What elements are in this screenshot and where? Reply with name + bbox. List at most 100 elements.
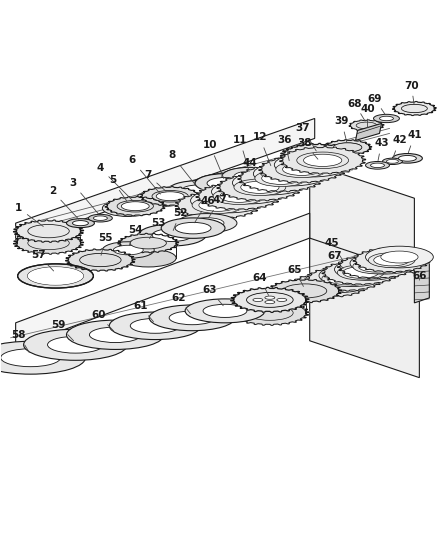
Polygon shape bbox=[392, 101, 435, 116]
Ellipse shape bbox=[192, 197, 244, 214]
Text: 3: 3 bbox=[69, 178, 99, 214]
Ellipse shape bbox=[138, 224, 205, 246]
Ellipse shape bbox=[185, 299, 264, 323]
Polygon shape bbox=[16, 213, 309, 348]
Text: 7: 7 bbox=[144, 170, 166, 191]
Polygon shape bbox=[14, 232, 83, 254]
Ellipse shape bbox=[400, 104, 426, 112]
Ellipse shape bbox=[295, 148, 339, 163]
Polygon shape bbox=[140, 187, 200, 206]
Text: 45: 45 bbox=[324, 238, 343, 261]
Polygon shape bbox=[309, 238, 418, 378]
Ellipse shape bbox=[311, 279, 347, 290]
Polygon shape bbox=[117, 233, 178, 253]
Ellipse shape bbox=[0, 341, 85, 374]
Ellipse shape bbox=[130, 237, 166, 249]
Ellipse shape bbox=[295, 158, 339, 172]
Ellipse shape bbox=[222, 167, 277, 185]
Ellipse shape bbox=[28, 267, 83, 285]
Ellipse shape bbox=[88, 214, 112, 222]
Ellipse shape bbox=[109, 312, 201, 340]
Text: 5: 5 bbox=[109, 175, 127, 201]
Ellipse shape bbox=[66, 320, 164, 350]
Text: 44: 44 bbox=[242, 158, 262, 176]
Ellipse shape bbox=[113, 245, 143, 255]
Polygon shape bbox=[321, 260, 399, 285]
Ellipse shape bbox=[257, 166, 285, 175]
Text: 1: 1 bbox=[15, 203, 43, 227]
Text: 38: 38 bbox=[297, 139, 317, 159]
Text: 58: 58 bbox=[11, 330, 29, 352]
Polygon shape bbox=[337, 254, 414, 279]
Ellipse shape bbox=[208, 178, 241, 189]
Text: 65: 65 bbox=[287, 265, 303, 286]
Ellipse shape bbox=[79, 253, 121, 266]
Ellipse shape bbox=[207, 194, 249, 207]
Ellipse shape bbox=[270, 167, 311, 181]
Ellipse shape bbox=[181, 185, 214, 196]
Ellipse shape bbox=[194, 174, 254, 193]
Text: 40: 40 bbox=[360, 103, 374, 128]
Polygon shape bbox=[230, 287, 308, 312]
Ellipse shape bbox=[28, 267, 83, 285]
Text: 39: 39 bbox=[334, 116, 348, 143]
Ellipse shape bbox=[254, 170, 306, 187]
Ellipse shape bbox=[365, 246, 432, 268]
Ellipse shape bbox=[228, 185, 270, 198]
Ellipse shape bbox=[89, 327, 141, 343]
Ellipse shape bbox=[114, 204, 142, 213]
Ellipse shape bbox=[261, 172, 299, 184]
Polygon shape bbox=[279, 147, 365, 174]
Ellipse shape bbox=[282, 284, 326, 298]
Polygon shape bbox=[216, 173, 302, 201]
Ellipse shape bbox=[233, 171, 265, 181]
Text: 2: 2 bbox=[49, 186, 78, 219]
Ellipse shape bbox=[190, 189, 266, 213]
Ellipse shape bbox=[349, 253, 417, 274]
Ellipse shape bbox=[277, 161, 301, 169]
Text: 52: 52 bbox=[173, 208, 187, 231]
Polygon shape bbox=[280, 154, 354, 177]
Text: 47: 47 bbox=[208, 195, 227, 218]
Ellipse shape bbox=[275, 161, 327, 177]
Ellipse shape bbox=[264, 301, 274, 304]
Polygon shape bbox=[230, 300, 308, 325]
Ellipse shape bbox=[306, 278, 352, 293]
Ellipse shape bbox=[318, 276, 355, 288]
Text: 36: 36 bbox=[277, 135, 291, 160]
Polygon shape bbox=[16, 118, 314, 243]
Ellipse shape bbox=[318, 265, 386, 286]
Ellipse shape bbox=[136, 190, 187, 206]
Ellipse shape bbox=[194, 174, 254, 193]
Ellipse shape bbox=[398, 156, 415, 161]
Ellipse shape bbox=[284, 285, 324, 297]
Ellipse shape bbox=[168, 181, 227, 200]
Text: 62: 62 bbox=[170, 293, 190, 313]
Polygon shape bbox=[195, 182, 281, 210]
Ellipse shape bbox=[66, 219, 94, 228]
Ellipse shape bbox=[352, 259, 399, 274]
Ellipse shape bbox=[333, 143, 361, 152]
Ellipse shape bbox=[326, 273, 362, 285]
Ellipse shape bbox=[222, 167, 277, 185]
Ellipse shape bbox=[212, 188, 264, 205]
Ellipse shape bbox=[211, 180, 286, 204]
Polygon shape bbox=[323, 140, 371, 155]
Ellipse shape bbox=[24, 329, 127, 360]
Ellipse shape bbox=[252, 298, 262, 302]
Ellipse shape bbox=[198, 199, 237, 211]
Ellipse shape bbox=[321, 271, 367, 286]
Ellipse shape bbox=[263, 168, 279, 173]
Polygon shape bbox=[105, 197, 165, 216]
Ellipse shape bbox=[253, 161, 328, 186]
Ellipse shape bbox=[219, 190, 258, 203]
Ellipse shape bbox=[169, 311, 215, 325]
Ellipse shape bbox=[93, 216, 107, 220]
Ellipse shape bbox=[246, 293, 293, 308]
Ellipse shape bbox=[334, 259, 401, 280]
Ellipse shape bbox=[357, 261, 393, 272]
Ellipse shape bbox=[121, 201, 149, 211]
Ellipse shape bbox=[72, 221, 88, 225]
Ellipse shape bbox=[234, 172, 265, 181]
Ellipse shape bbox=[373, 114, 399, 123]
